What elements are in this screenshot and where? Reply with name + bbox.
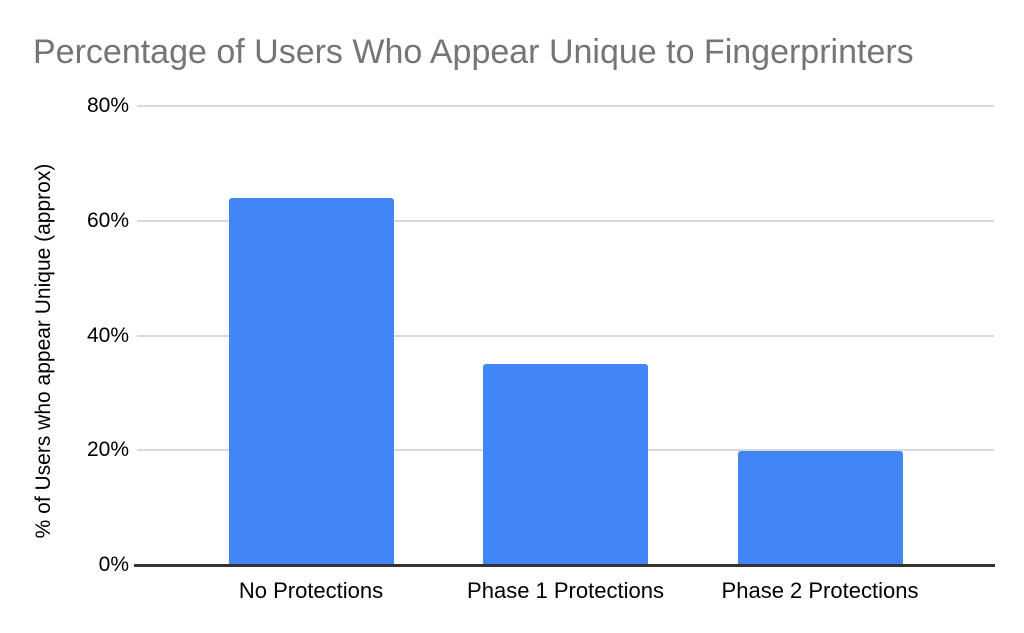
bar-phase-2-protections [737, 451, 903, 565]
y-tick-label: 60% [86, 208, 129, 232]
x-axis-line [134, 564, 995, 567]
gridline [137, 334, 994, 337]
plot-area [137, 105, 994, 565]
gridline [137, 105, 994, 107]
y-tick-label: 0% [98, 553, 129, 576]
gridline [137, 219, 994, 222]
y-tick-label: 40% [86, 323, 129, 347]
y-axis-title: % of Users who appear Unique (approx) [32, 163, 55, 539]
bar-phase-1-protections [483, 364, 648, 565]
y-tick-label: 20% [86, 438, 129, 462]
chart-title: Percentage of Users Who Appear Unique to… [33, 33, 914, 71]
bar-no-protections [228, 197, 394, 565]
x-category-label: No Protections [238, 578, 384, 603]
y-tick-label: 80% [86, 94, 129, 117]
x-category-label: Phase 1 Protections [467, 578, 664, 603]
x-category-label: Phase 2 Protections [721, 578, 919, 603]
